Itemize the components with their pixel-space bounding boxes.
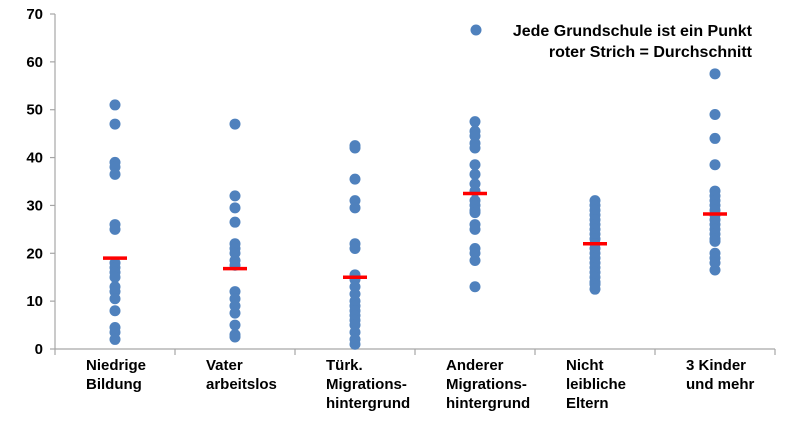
data-point bbox=[469, 142, 481, 154]
category-label: Nicht leibliche Eltern bbox=[566, 357, 626, 412]
data-point bbox=[229, 319, 241, 331]
data-point bbox=[709, 159, 721, 171]
data-point bbox=[349, 142, 361, 154]
category-label: Anderer Migrations-hintergrund bbox=[446, 357, 530, 412]
y-tick-label: 40 bbox=[26, 150, 43, 167]
category-labels: Niedrige Bildung Vater arbeitslos Türk. Migra… bbox=[86, 357, 754, 412]
data-point bbox=[109, 223, 121, 235]
y-axis-ticks: 0 10 20 30 40 50 60 70 bbox=[26, 6, 55, 358]
category-label-line: und mehr bbox=[686, 376, 754, 393]
data-point bbox=[469, 159, 481, 171]
legend-mean-label: roter Strich = Durchschnitt bbox=[549, 44, 753, 61]
data-point bbox=[469, 168, 481, 180]
data-point bbox=[349, 243, 361, 254]
data-point bbox=[709, 68, 721, 80]
data-point bbox=[469, 254, 481, 266]
data-point bbox=[109, 118, 121, 130]
data-point bbox=[349, 173, 361, 185]
category-label-line: Migrations- bbox=[326, 376, 407, 393]
y-tick-label: 30 bbox=[26, 197, 43, 214]
category-label-line: Nicht bbox=[566, 357, 604, 374]
legend-point-marker bbox=[470, 24, 482, 36]
category-label-line: arbeitslos bbox=[206, 376, 277, 393]
data-point bbox=[109, 99, 121, 111]
category-label-line: Bildung bbox=[86, 376, 142, 393]
category-label-line: Niedrige bbox=[86, 357, 146, 374]
category-label-line: hintergrund bbox=[326, 395, 410, 412]
category-label-line: Eltern bbox=[566, 395, 609, 412]
data-point bbox=[109, 271, 121, 283]
y-tick-label: 70 bbox=[26, 6, 43, 23]
data-point bbox=[229, 202, 241, 214]
data-point bbox=[349, 338, 361, 350]
data-point bbox=[469, 116, 481, 128]
data-point bbox=[709, 264, 721, 276]
data-point bbox=[709, 132, 721, 144]
data-point bbox=[469, 207, 481, 219]
data-point bbox=[349, 202, 361, 214]
legend: Jede Grundschule ist ein Punkt roter Str… bbox=[470, 23, 753, 61]
category-label: Türk. Migrations-hintergrund bbox=[326, 357, 410, 412]
data-point bbox=[109, 293, 121, 305]
y-tick-label: 60 bbox=[26, 54, 43, 71]
data-point bbox=[589, 283, 601, 295]
data-point bbox=[469, 281, 481, 293]
data-points bbox=[109, 68, 721, 350]
data-point bbox=[709, 235, 721, 247]
category-label-line: Migrations- bbox=[446, 376, 527, 393]
data-point bbox=[229, 307, 241, 319]
data-point bbox=[229, 216, 241, 228]
legend-points-label: Jede Grundschule ist ein Punkt bbox=[513, 23, 753, 40]
data-point bbox=[109, 168, 121, 180]
data-point bbox=[229, 190, 241, 202]
y-tick-label: 10 bbox=[26, 293, 43, 310]
data-point bbox=[709, 109, 721, 120]
y-tick-label: 50 bbox=[26, 102, 43, 119]
category-label-line: hintergrund bbox=[446, 395, 530, 412]
category-label-line: Türk. bbox=[326, 357, 363, 374]
category-label: Niedrige Bildung bbox=[86, 357, 146, 393]
category-label-line: Anderer bbox=[446, 357, 504, 374]
data-point bbox=[109, 333, 121, 345]
category-label-line: leibliche bbox=[566, 376, 626, 393]
axes bbox=[54, 14, 776, 355]
data-point bbox=[109, 305, 121, 317]
mean-markers bbox=[103, 191, 727, 279]
data-point bbox=[469, 223, 481, 235]
category-label: Vater arbeitslos bbox=[206, 357, 277, 393]
category-label-line: 3 Kinder bbox=[686, 357, 746, 374]
category-label: 3 Kinder und mehr bbox=[686, 357, 754, 393]
y-tick-label: 0 bbox=[35, 341, 43, 358]
y-tick-label: 20 bbox=[26, 245, 43, 262]
data-point bbox=[229, 331, 241, 343]
data-point bbox=[229, 118, 241, 130]
category-label-line: Vater bbox=[206, 357, 243, 374]
